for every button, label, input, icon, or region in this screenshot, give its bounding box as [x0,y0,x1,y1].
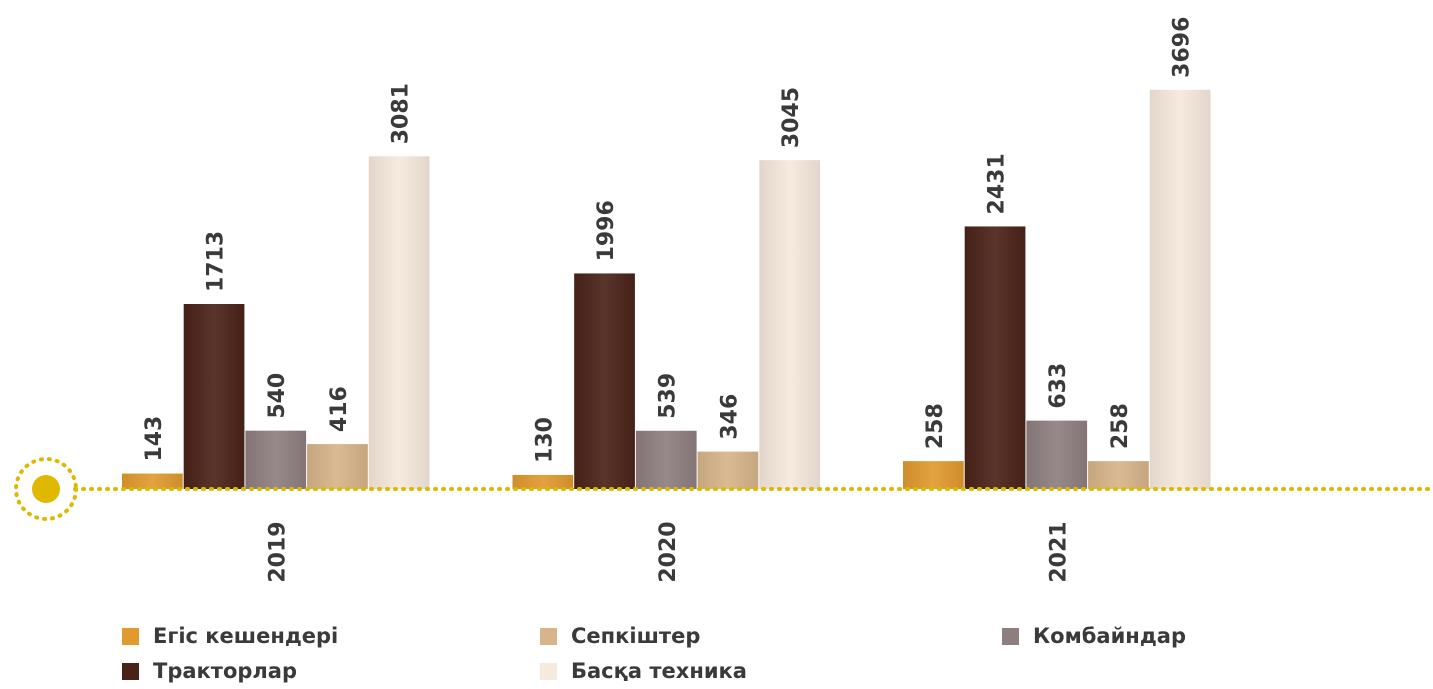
bar-texture [574,273,635,489]
bar-texture [512,474,574,489]
value-label: 1996 [594,200,619,261]
legend-label: Егіс кешендері [153,624,338,648]
bar-texture [307,444,368,489]
bar-texture [635,430,697,489]
value-label: 346 [717,394,742,440]
value-label: 143 [142,416,167,462]
timeline-ring [14,457,78,521]
value-label: 416 [327,386,352,432]
category-label: 2019 [265,521,290,582]
value-label: 633 [1046,363,1071,409]
bar-texture [122,473,183,489]
value-label: 258 [1108,403,1133,449]
bar-texture [1149,89,1211,489]
bar-texture [245,430,307,489]
category-label: 2020 [656,521,681,582]
value-label: 1713 [204,231,229,292]
value-label: 539 [656,373,681,419]
legend-swatch [122,663,139,680]
bar-texture [964,226,1026,489]
legend-swatch [122,628,139,645]
value-label: 130 [532,417,557,463]
value-label: 540 [265,373,290,419]
legend-swatch [540,663,557,680]
value-label: 2431 [985,153,1010,214]
value-label: 258 [923,403,948,449]
legend-label: Басқа техника [571,659,747,683]
bar-texture [1088,461,1149,489]
value-label: 3081 [389,83,414,144]
category-label: 2021 [1046,521,1071,582]
bar-texture [759,160,820,489]
bar-texture [903,461,964,489]
timeline-dot [32,475,60,503]
bar-texture [183,303,245,489]
legend-swatch [540,628,557,645]
value-label: 3696 [1170,17,1195,78]
legend-label: Комбайндар [1033,624,1186,648]
bar-texture [697,451,759,489]
bars [122,89,1211,489]
legend-label: Сепкіштер [571,624,700,648]
bar-texture [368,156,430,489]
bar-texture [1026,420,1088,489]
legend-swatch [1002,628,1019,645]
legend-label: Тракторлар [153,659,297,683]
value-label: 3045 [779,87,804,148]
